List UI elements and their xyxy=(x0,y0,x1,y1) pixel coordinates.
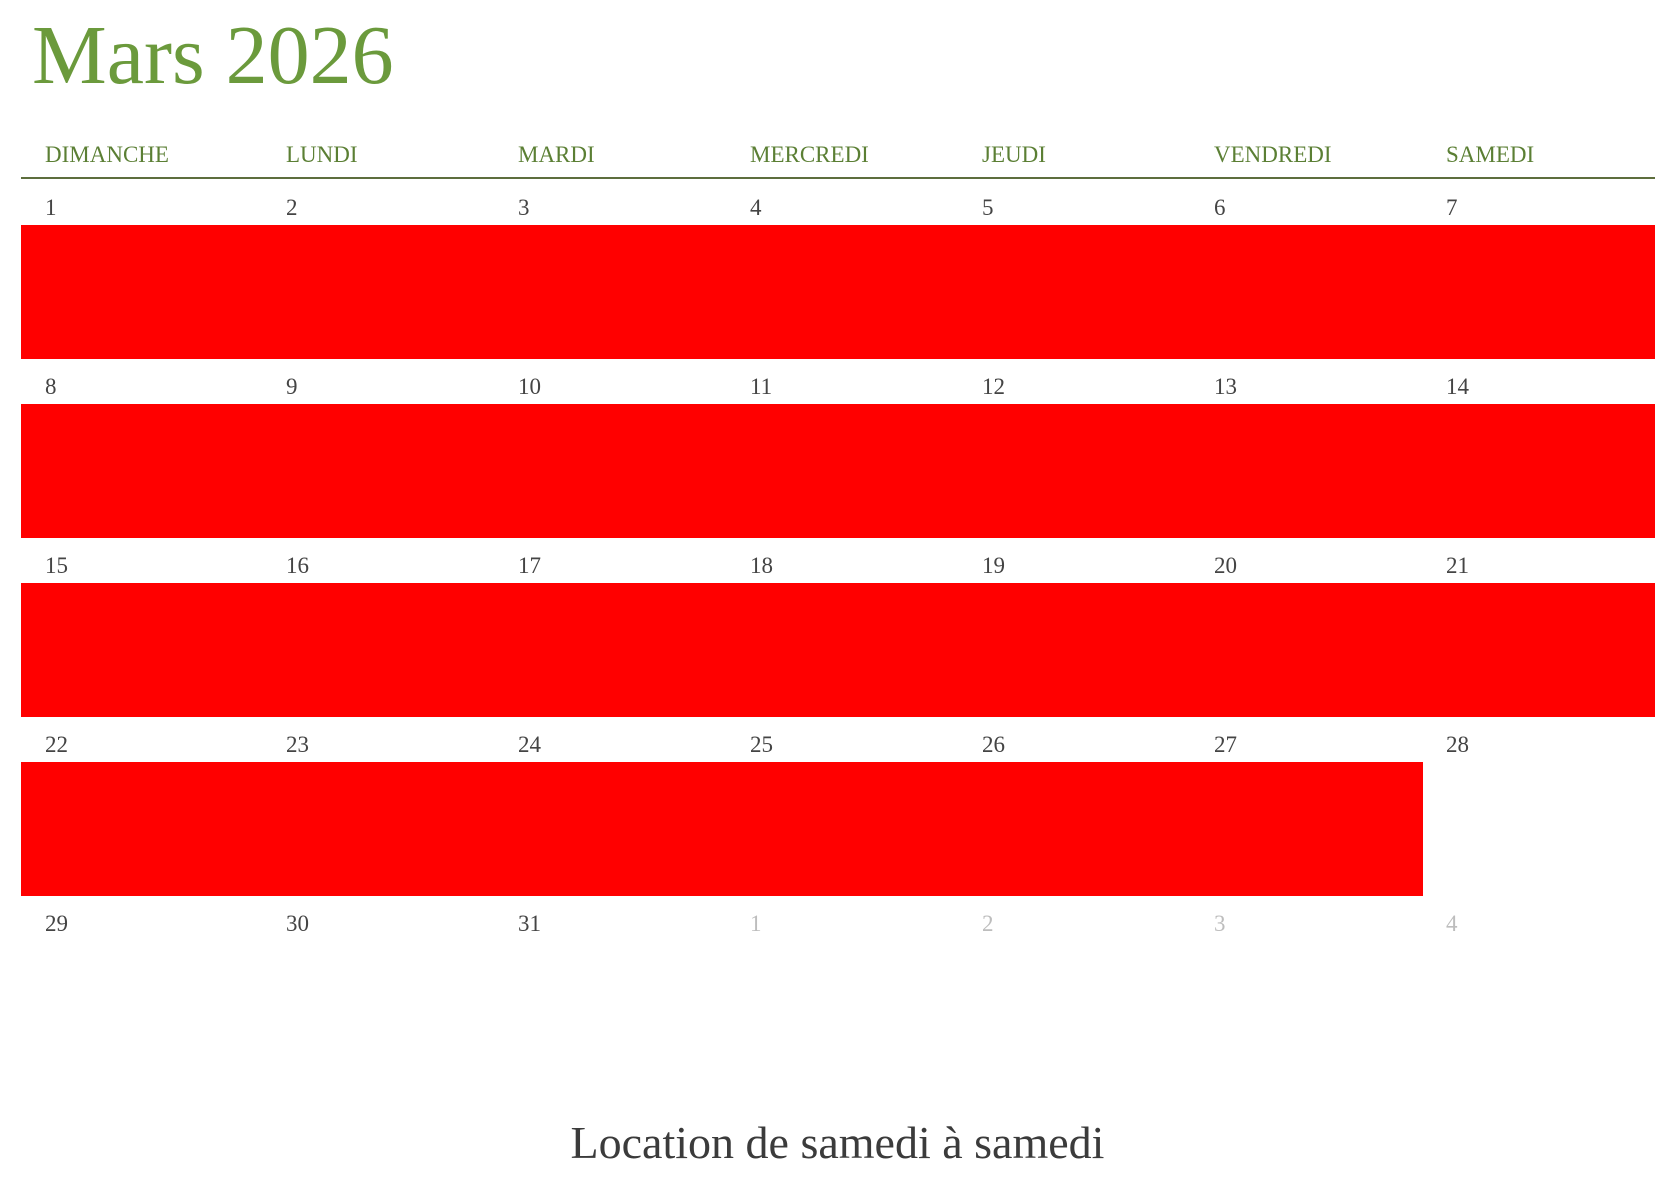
day-number[interactable]: 24 xyxy=(518,732,541,757)
booking-bar[interactable] xyxy=(21,583,1655,717)
day-number[interactable]: 3 xyxy=(518,195,530,220)
day-number[interactable]: 25 xyxy=(750,732,773,757)
day-number[interactable]: 26 xyxy=(982,732,1005,757)
day-number[interactable]: 17 xyxy=(518,553,541,578)
weekday-label: LUNDI xyxy=(286,142,358,167)
booking-bar[interactable] xyxy=(21,762,1423,896)
day-number[interactable]: 19 xyxy=(982,553,1005,578)
day-number[interactable]: 2 xyxy=(286,195,298,220)
day-number[interactable]: 6 xyxy=(1214,195,1226,220)
day-number-other-month[interactable]: 1 xyxy=(750,911,762,936)
day-number[interactable]: 27 xyxy=(1214,732,1237,757)
day-number[interactable]: 23 xyxy=(286,732,309,757)
day-number[interactable]: 1 xyxy=(45,195,57,220)
day-number[interactable]: 7 xyxy=(1446,195,1458,220)
booking-bar[interactable] xyxy=(21,404,1655,538)
day-number[interactable]: 12 xyxy=(982,374,1005,399)
month-title: Mars 2026 xyxy=(32,9,394,102)
booking-bar[interactable] xyxy=(21,225,1655,359)
weekday-label: MERCREDI xyxy=(750,142,869,167)
day-number[interactable]: 22 xyxy=(45,732,68,757)
weekday-label: SAMEDI xyxy=(1446,142,1535,167)
header-divider xyxy=(21,177,1655,179)
day-number[interactable]: 15 xyxy=(45,553,68,578)
day-number[interactable]: 21 xyxy=(1446,553,1469,578)
day-number[interactable]: 28 xyxy=(1446,732,1469,757)
day-number[interactable]: 14 xyxy=(1446,374,1469,399)
day-number[interactable]: 5 xyxy=(982,195,994,220)
day-number[interactable]: 4 xyxy=(750,195,762,220)
day-number[interactable]: 13 xyxy=(1214,374,1237,399)
day-number[interactable]: 20 xyxy=(1214,553,1237,578)
day-number-other-month[interactable]: 3 xyxy=(1214,911,1226,936)
day-number[interactable]: 10 xyxy=(518,374,541,399)
day-number[interactable]: 18 xyxy=(750,553,773,578)
day-number[interactable]: 9 xyxy=(286,374,298,399)
day-number-other-month[interactable]: 4 xyxy=(1446,911,1458,936)
footer-note: Location de samedi à samedi xyxy=(570,1117,1105,1168)
day-number[interactable]: 16 xyxy=(286,553,309,578)
day-number[interactable]: 30 xyxy=(286,911,309,936)
day-number[interactable]: 31 xyxy=(518,911,541,936)
weekday-label: DIMANCHE xyxy=(45,142,169,167)
weekday-label: VENDREDI xyxy=(1214,142,1332,167)
day-number[interactable]: 8 xyxy=(45,374,57,399)
weekday-label: JEUDI xyxy=(982,142,1046,167)
weekday-label: MARDI xyxy=(518,142,595,167)
day-number[interactable]: 11 xyxy=(750,374,773,399)
day-number[interactable]: 29 xyxy=(45,911,68,936)
day-number-other-month[interactable]: 2 xyxy=(982,911,994,936)
